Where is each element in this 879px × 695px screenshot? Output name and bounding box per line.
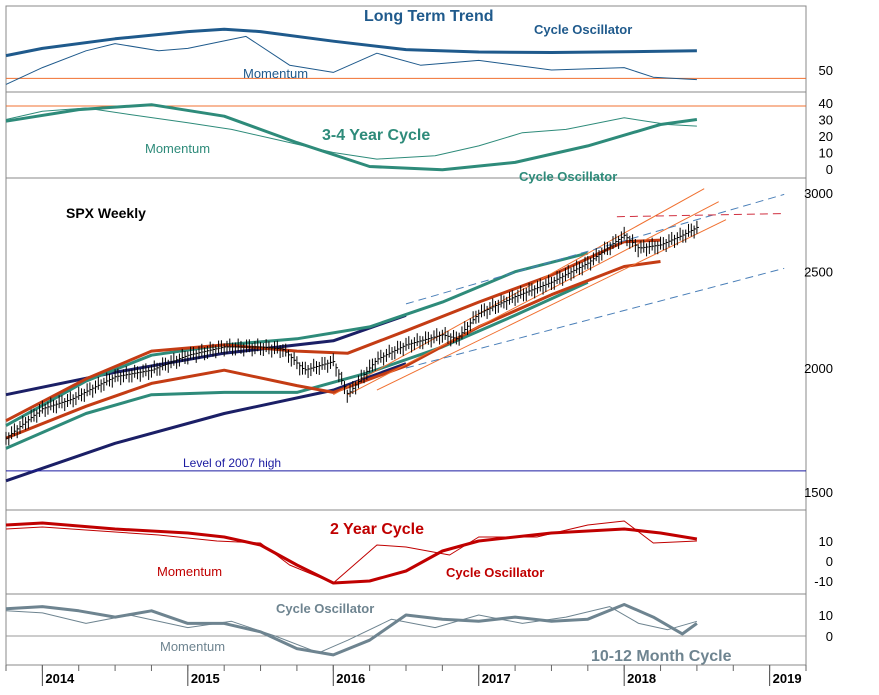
chart-title: SPX Weekly <box>66 205 146 221</box>
cycle-10-12-title: 10-12 Month Cycle <box>591 648 732 665</box>
y-tick-label: 50 <box>819 63 833 78</box>
cycle-2yr-title: 2 Year Cycle <box>330 521 424 538</box>
price-trendline-orange <box>347 201 719 396</box>
cycle-3-4-oscillator-line <box>5 103 698 172</box>
cycle-2yr-momentum-label: Momentum <box>157 564 222 579</box>
y-tick-label: 0 <box>826 162 833 177</box>
y-tick-label: 0 <box>826 554 833 569</box>
price-trendline-dashed-blue <box>405 193 785 305</box>
long-term-cycle-oscillator-label: Cycle Oscillator <box>534 22 632 37</box>
y-tick-label: 2500 <box>804 265 833 280</box>
y-tick-label: 10 <box>819 534 833 549</box>
y-tick-label: 3000 <box>804 186 833 201</box>
cycle-3-4-oscillator-label: Cycle Oscillator <box>519 169 617 184</box>
price-band-lower-red <box>5 260 661 440</box>
long-term-momentum-line <box>5 35 697 85</box>
cycle-2yr-oscillator-label: Cycle Oscillator <box>446 565 544 580</box>
x-tick-label: 2018 <box>627 671 656 686</box>
price-trendline-dashed-red <box>616 213 785 218</box>
x-tick-label: 2016 <box>336 671 365 686</box>
cycle-2yr-momentum-line <box>5 520 697 584</box>
x-tick-label: 2019 <box>773 671 802 686</box>
cycle-3-4-momentum-label: Momentum <box>145 141 210 156</box>
cycle-10-12-oscillator-line <box>5 603 698 657</box>
long-term-momentum-label: Momentum <box>243 66 308 81</box>
price-band-upper-teal <box>5 251 589 427</box>
level-2007-label: Level of 2007 high <box>183 456 281 470</box>
price-band-upper-red <box>5 238 661 423</box>
cycle-10-12-oscillator-label: Cycle Oscillator <box>276 601 374 616</box>
y-tick-label: 40 <box>819 96 833 111</box>
y-tick-label: 1500 <box>804 485 833 500</box>
price-trendline-orange <box>376 219 727 391</box>
price-band-lower-teal <box>5 280 589 450</box>
y-tick-label: -10 <box>814 574 833 589</box>
y-tick-label: 2000 <box>804 361 833 376</box>
price-trendline-orange <box>333 188 705 396</box>
cycle-3-4-momentum-line <box>5 107 697 160</box>
price-trendline-dashed-blue <box>405 267 785 369</box>
x-tick-label: 2017 <box>482 671 511 686</box>
cycle-10-12-momentum-label: Momentum <box>160 639 225 654</box>
y-tick-label: 10 <box>819 608 833 623</box>
long-term-trend-title: Long Term Trend <box>364 8 493 25</box>
cycle-2yr-oscillator-line <box>5 521 698 585</box>
y-tick-label: 30 <box>819 113 833 128</box>
x-tick-label: 2015 <box>191 671 220 686</box>
price-band-upper-navy <box>5 313 407 397</box>
x-tick-label: 2014 <box>45 671 75 686</box>
long-term-cycle-oscillator-line <box>5 27 697 58</box>
cycle-3-4-title: 3-4 Year Cycle <box>322 127 430 144</box>
y-tick-label: 10 <box>819 146 833 161</box>
y-tick-label: 0 <box>826 629 833 644</box>
plot-frame <box>5 5 807 666</box>
y-tick-label: 20 <box>819 129 833 144</box>
